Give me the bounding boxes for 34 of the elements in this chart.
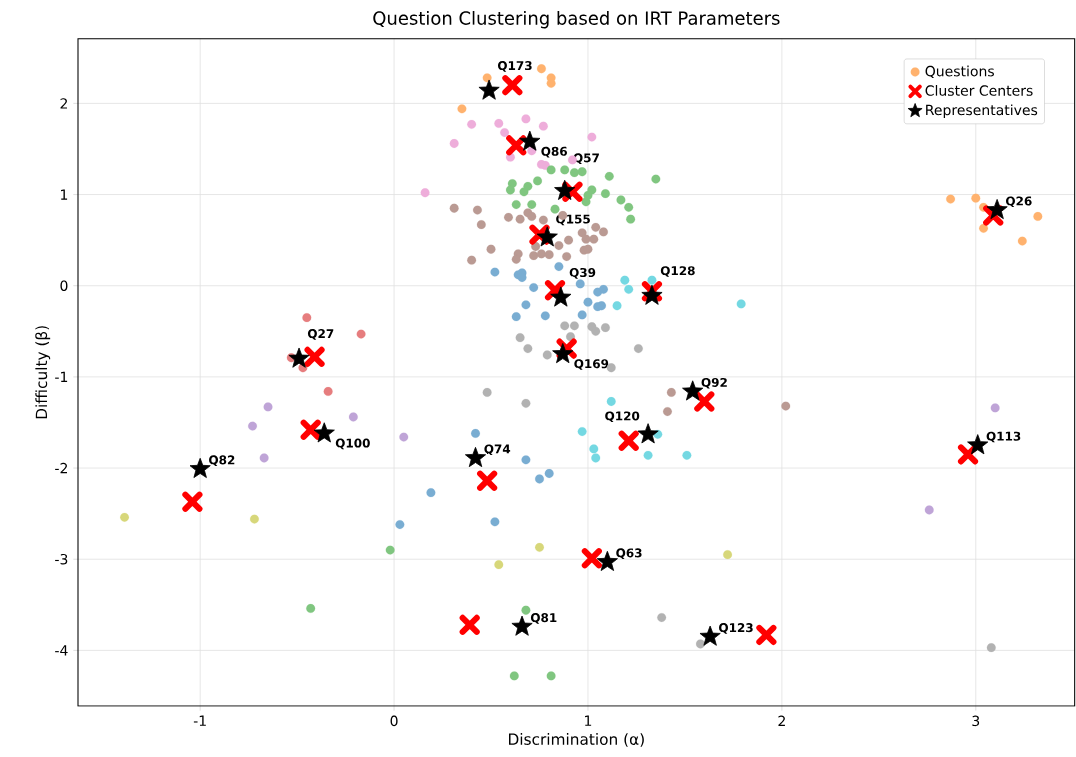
annotation: Q173 <box>497 60 532 72</box>
y-tick-label: 1 <box>61 189 68 200</box>
legend-label: Questions <box>925 65 994 78</box>
legend-label: Representatives <box>926 104 1038 118</box>
y-tick-label: -3 <box>55 553 68 565</box>
y-tick-label: 0 <box>60 280 68 291</box>
annotation: Q81 <box>530 612 557 624</box>
x-tick-label: 0 <box>390 715 398 727</box>
annotation: Q63 <box>616 548 642 559</box>
x-tick-label: 1 <box>585 715 592 726</box>
y-tick-label: -2 <box>55 462 67 474</box>
y-tick-label: -4 <box>55 645 68 656</box>
annotation: Q39 <box>569 267 596 279</box>
annotation: Q100 <box>335 438 370 449</box>
annotation: Q27 <box>307 328 334 340</box>
annotation: Q26 <box>1005 196 1032 207</box>
annotation: Q123 <box>719 622 753 634</box>
y-tick-label: -1 <box>55 371 68 382</box>
x-tick-label: -1 <box>193 715 206 726</box>
annotation: Q82 <box>209 455 235 466</box>
annotation: Q74 <box>484 444 511 455</box>
annotation: Q120 <box>605 411 640 422</box>
chart-title: Question Clustering based on IRT Parameters <box>373 10 780 29</box>
y-axis-title: Difficulty (β) <box>35 325 51 419</box>
annotation: Q128 <box>660 266 695 277</box>
annotation: Q113 <box>986 431 1021 443</box>
legend-label: Cluster Centers <box>925 84 1033 96</box>
annotation: Q92 <box>701 377 727 389</box>
x-axis-title: Discrimination (α) <box>509 732 644 747</box>
x-tick-label: 2 <box>778 715 785 726</box>
annotation: Q86 <box>541 146 567 158</box>
y-tick-label: 2 <box>60 98 67 109</box>
x-tick-label: 3 <box>972 715 980 727</box>
annotation: Q169 <box>574 359 609 370</box>
